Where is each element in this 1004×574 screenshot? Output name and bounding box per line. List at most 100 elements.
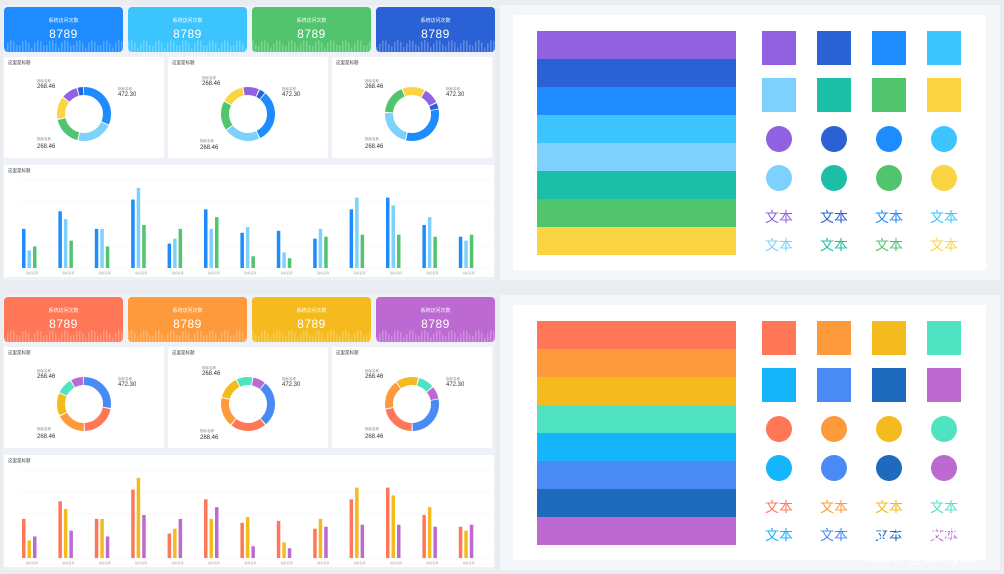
wave-bar xyxy=(221,332,223,342)
wave-bar xyxy=(487,43,489,52)
wave-bar xyxy=(439,40,441,52)
wave-bar xyxy=(194,42,196,52)
kpi-card-wave xyxy=(4,330,123,342)
palette-circle xyxy=(766,416,792,442)
wave-bar xyxy=(312,45,314,52)
wave-bar xyxy=(155,331,157,342)
donut-segment xyxy=(57,87,111,141)
donut-value: 268.46 xyxy=(37,434,56,440)
wave-bar xyxy=(242,43,244,52)
bar xyxy=(349,209,354,268)
wave-bar xyxy=(276,40,278,52)
x-tick-label: 指标名称 xyxy=(99,560,111,565)
wave-bar xyxy=(466,40,468,52)
wave-bar xyxy=(31,47,33,52)
wave-bar xyxy=(288,41,290,52)
palette-circle xyxy=(931,165,957,191)
bar xyxy=(287,548,292,558)
palette-square xyxy=(817,368,851,402)
wave-bar xyxy=(85,337,87,342)
donut-label: 指标名称 xyxy=(200,429,214,433)
x-tick-label: 指标名称 xyxy=(281,560,293,565)
dashboard-preview: 系统访问次数 8789 系统访问次数 8789 系统访问次数 8789 系统访问次数 8789… xyxy=(3,295,495,570)
bar xyxy=(94,518,99,558)
wave-bar xyxy=(82,333,84,342)
wave-bar xyxy=(252,40,254,52)
bar xyxy=(251,256,255,268)
wave-bar xyxy=(13,331,15,342)
wave-bar xyxy=(357,330,359,342)
donut-value: 268.46 xyxy=(202,81,221,87)
wave-bar xyxy=(40,41,42,52)
donut-panel-title: 这里是标题 xyxy=(172,60,195,65)
palette-text-sample: 文本 xyxy=(820,238,848,254)
bar xyxy=(33,246,37,268)
bar-chart-title: 这里是标题 xyxy=(8,458,31,463)
bar xyxy=(349,499,354,558)
palette-square xyxy=(817,78,851,112)
wave-bar xyxy=(294,332,296,342)
x-tick-label: 指标名称 xyxy=(354,560,366,565)
wave-bar xyxy=(170,40,172,52)
wave-bar xyxy=(185,330,187,342)
wave-bar xyxy=(43,335,45,342)
bar xyxy=(63,509,68,558)
wave-bar xyxy=(16,45,18,52)
bar-chart: 指标名称 指标名称 指标名称 指标名称 指标名称 指标名称 指标名称 指标名称 指标名称 指标名称… xyxy=(18,179,490,275)
wave-bar xyxy=(22,41,24,52)
wave-bar xyxy=(236,330,238,342)
x-tick-label: 指标名称 xyxy=(281,270,293,275)
wave-bar xyxy=(209,41,211,52)
wave-bar xyxy=(391,46,393,52)
wave-bar xyxy=(354,43,356,52)
donut-value: 268.46 xyxy=(202,371,221,377)
palette-circle xyxy=(931,455,957,481)
wave-bar xyxy=(67,331,69,342)
wave-bar xyxy=(52,40,54,52)
donut-panel: 这里是标题 指标名称 268.46 指标名称 472.30 指标名称 268.46 xyxy=(168,57,328,158)
bar xyxy=(469,524,474,558)
wave-bar xyxy=(115,332,117,342)
palette-text-sample: 文本 xyxy=(875,210,903,226)
bar xyxy=(204,209,208,268)
wave-bar xyxy=(318,40,320,52)
palette-stripe xyxy=(537,31,736,59)
bar-chart-panel: 这里是标题 指标名称 指标名称 指标名称 指标名称 指标名称 指标名称 指标名称 指标名称 指标… xyxy=(4,455,494,567)
wave-bar xyxy=(43,45,45,52)
wave-bar xyxy=(439,330,441,342)
palette-text-sample: 文本 xyxy=(875,238,903,254)
wave-bar xyxy=(49,40,51,52)
wave-bar xyxy=(412,40,414,52)
donut-panel-title: 这里是标题 xyxy=(336,350,359,355)
x-tick-label: 指标名称 xyxy=(317,270,329,275)
wave-bar xyxy=(493,330,495,342)
wave-bar xyxy=(330,330,332,342)
bar xyxy=(58,501,62,558)
wave-bar xyxy=(34,42,36,52)
donut-segment xyxy=(57,377,111,431)
wave-bar xyxy=(457,337,459,342)
kpi-card-wave xyxy=(252,330,371,342)
wave-bar xyxy=(25,40,27,52)
donut-segment xyxy=(385,87,439,141)
bar xyxy=(167,243,172,268)
wave-bar xyxy=(91,40,93,52)
palette-text-sample: 文本 xyxy=(820,528,848,544)
wave-bar xyxy=(490,40,492,52)
wave-bar xyxy=(118,330,120,342)
wave-bar xyxy=(103,330,105,342)
donut-segment xyxy=(385,87,439,141)
bar xyxy=(318,518,323,558)
bar xyxy=(427,217,432,268)
wave-bar xyxy=(100,44,102,52)
bar xyxy=(458,236,463,268)
wave-bar xyxy=(270,337,272,342)
wave-bar xyxy=(415,44,417,52)
kpi-card: 系统访问次数 8789 xyxy=(376,7,495,52)
wave-bar xyxy=(403,337,405,342)
kpi-card-value: 8789 xyxy=(421,27,450,41)
wave-bar xyxy=(360,330,362,342)
wave-bar xyxy=(79,40,81,52)
wave-bar xyxy=(28,42,30,52)
wave-bar xyxy=(303,40,305,52)
